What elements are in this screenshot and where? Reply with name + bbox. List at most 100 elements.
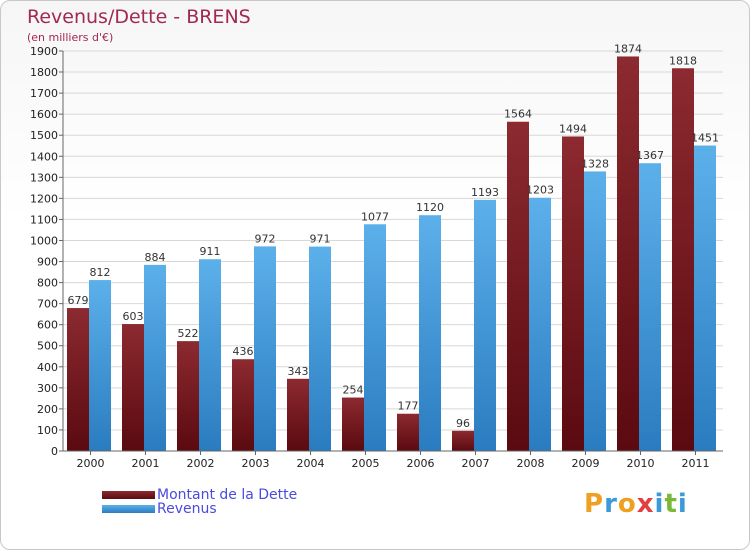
labels-layer: 679 812 603 884 522 911 436 972 343 971 254 1077 177… [68,42,720,429]
value-label: 1564 [504,108,532,121]
y-tick-label: 1800 [30,66,58,79]
y-tick-label: 1600 [30,108,58,121]
value-label: 1328 [581,157,609,170]
y-tick-label: 400 [37,361,58,374]
bar-revenue [639,163,661,452]
value-label: 1203 [526,184,554,197]
y-tick-label: 700 [37,298,58,311]
legend-label-revenue: Revenus [157,501,217,517]
value-label: 1494 [559,122,587,135]
value-label: 254 [343,384,364,397]
bar-debt [67,308,89,451]
logo-letter: P [584,489,605,519]
x-tick-label: 2011 [682,457,710,470]
x-tick-label: 2002 [187,457,215,470]
y-tick-label: 1200 [30,192,58,205]
bar-debt [122,324,144,451]
logo-letter: i [654,489,665,519]
bar-revenue [89,280,111,451]
value-label: 972 [255,232,276,245]
bar-revenue [474,199,496,451]
value-label: 1367 [636,149,664,162]
y-tick-label: 900 [37,256,58,269]
bar-revenue [144,264,166,451]
y-tick-label: 1400 [30,150,58,163]
value-label: 603 [123,310,144,323]
y-tick-label: 1900 [30,45,58,58]
chart-subtitle: (en milliers d'€) [27,31,114,44]
chart-title: Revenus/Dette - BRENS [27,6,251,28]
bar-revenue [254,246,276,451]
logo-letter: i [677,489,688,519]
bar-revenue [694,145,716,452]
y-tick-label: 800 [37,277,58,290]
value-label: 1120 [416,201,444,214]
value-label: 812 [90,266,111,279]
legend-item-revenue: Revenus [102,501,217,517]
value-label: 1818 [669,54,697,67]
x-tick-label: 2003 [242,457,270,470]
value-label: 1451 [691,132,719,145]
value-label: 911 [200,245,221,258]
value-label: 96 [456,417,470,430]
x-tick-label: 2000 [77,457,105,470]
y-tick-label: 100 [37,424,58,437]
bar-debt [232,359,254,451]
x-tick-label: 2010 [627,457,655,470]
logo-letter: o [617,489,637,519]
bar-revenue [529,197,551,451]
x-tick-label: 2008 [517,457,545,470]
value-label: 971 [310,233,331,246]
y-tick-label: 1700 [30,87,58,100]
logo-letter: t [664,489,678,519]
logo-letter: x [636,489,655,519]
value-label: 1874 [614,42,642,55]
value-label: 343 [288,365,309,378]
bar-debt [452,430,474,451]
y-tick-label: 0 [51,445,58,458]
y-tick-label: 500 [37,340,58,353]
x-tick-label: 2009 [572,457,600,470]
bar-debt [342,397,364,451]
bar-debt [617,56,639,451]
proxiti-logo: Proxiti [584,489,688,519]
grid-layer [63,50,723,452]
legend-item-debt: Montant de la Dette [102,487,298,503]
bar-revenue [309,246,331,451]
y-tick-label: 200 [37,403,58,416]
bar-revenue [364,224,386,451]
bars-layer [67,56,716,452]
value-label: 679 [68,294,89,307]
legend-swatch-revenue [102,505,155,513]
y-tick-label: 1100 [30,213,58,226]
y-tick-label: 300 [37,382,58,395]
value-label: 436 [233,345,254,358]
y-tick-label: 1000 [30,234,58,247]
value-label: 522 [178,327,199,340]
x-tick-label: 2001 [132,457,160,470]
y-tick-label: 600 [37,319,58,332]
bar-debt [287,378,309,451]
x-tick-label: 2007 [462,457,490,470]
logo-letter: r [604,489,618,519]
y-tick-label: 1300 [30,171,58,184]
bar-debt [507,121,529,451]
value-label: 1077 [361,210,389,223]
axis-layer: 0 100 200 300 400 500 600 700 800 900 1000 1100 1200… [30,45,723,470]
y-tick-label: 1500 [30,129,58,142]
bar-debt [177,341,199,451]
x-tick-label: 2004 [297,457,325,470]
legend-label-debt: Montant de la Dette [157,487,298,503]
bar-debt [562,136,584,451]
bar-revenue [419,215,441,451]
bar-debt [397,413,419,451]
x-tick-label: 2006 [407,457,435,470]
bar-revenue [199,259,221,451]
value-label: 1193 [471,186,499,199]
value-label: 177 [398,400,419,413]
x-tick-label: 2005 [352,457,380,470]
bar-revenue [584,171,606,451]
bar-debt [672,68,694,452]
value-label: 884 [145,251,166,264]
